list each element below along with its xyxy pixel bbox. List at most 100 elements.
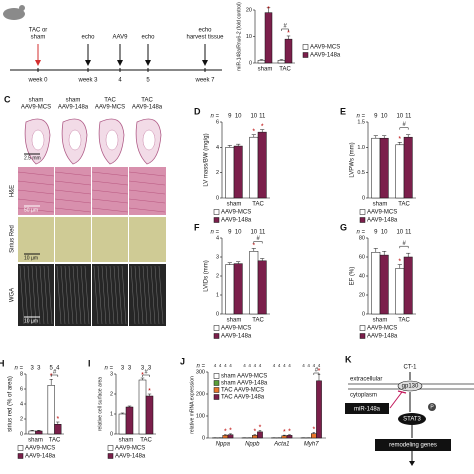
y-tick-label: 20 xyxy=(359,292,365,298)
y-tick-label: 3 xyxy=(216,254,219,260)
n-label: n = xyxy=(356,114,365,120)
n-value: 9 xyxy=(374,114,378,120)
he-fiber xyxy=(17,189,55,195)
bar xyxy=(264,12,273,64)
x-tick-label: sham xyxy=(373,318,388,324)
bar xyxy=(233,263,243,315)
n-value: 9 xyxy=(228,230,232,236)
x-tick-label: sham xyxy=(119,438,134,444)
n-value: 3 xyxy=(121,366,125,372)
ligand: CT-1 xyxy=(403,365,417,371)
y-tick-label: 80 xyxy=(359,235,365,241)
timeline-label: sham xyxy=(31,35,46,41)
legend-swatch xyxy=(107,445,114,451)
legend-label: sham AAV9-148a xyxy=(221,381,268,387)
wga-fiber xyxy=(150,265,156,325)
wga-fiber xyxy=(60,265,66,325)
ventricle xyxy=(31,129,45,151)
wga-fiber xyxy=(64,265,70,325)
n-value: 10 xyxy=(381,114,388,120)
significance: * xyxy=(261,123,264,130)
inhibitor: miR-148a xyxy=(354,407,381,413)
n-value: 3 xyxy=(148,366,152,372)
panel-letter: K xyxy=(345,354,352,364)
n-value: 9 xyxy=(374,230,378,236)
bar xyxy=(145,395,154,435)
wga-fiber xyxy=(93,265,99,325)
legend-label: AAV9-148a xyxy=(367,218,398,224)
wga-fiber xyxy=(134,265,140,325)
he-fiber xyxy=(54,171,92,177)
wga-fiber xyxy=(68,265,74,325)
bar xyxy=(28,430,36,435)
significance: * xyxy=(56,416,59,423)
legend-label: sham AAV9-MCS xyxy=(221,374,267,380)
bar xyxy=(54,424,62,435)
bar xyxy=(118,413,127,435)
he-fiber xyxy=(128,171,166,177)
y-tick-label: 0 xyxy=(216,311,219,317)
bracket-label: # xyxy=(144,370,148,376)
y-tick-label: 0.5 xyxy=(357,170,365,176)
y-axis-label: sirius red (% of area) xyxy=(8,376,14,432)
y-tick-label: 0 xyxy=(216,195,219,201)
legend-label: TAC AAV9-MCS xyxy=(221,388,264,394)
stat3 xyxy=(398,413,426,425)
bar xyxy=(222,435,229,439)
y-tick-label: 6 xyxy=(20,386,23,392)
significance: * xyxy=(229,428,232,435)
effector: STAT3 xyxy=(403,417,421,423)
significance: * xyxy=(398,258,401,265)
y-axis-label: LV mass/BW (mg/g) xyxy=(204,133,210,186)
timeline-label: echo xyxy=(81,35,95,41)
y-tick-label: 20 xyxy=(246,7,252,13)
bracket-label: # xyxy=(315,368,319,374)
n-label: n = xyxy=(14,366,23,372)
significance: * xyxy=(224,429,227,436)
y-tick-label: 1 xyxy=(110,411,113,417)
significance: * xyxy=(267,6,270,13)
wga-fiber xyxy=(19,265,25,325)
bar xyxy=(311,433,317,439)
legend-swatch xyxy=(213,333,220,339)
bar xyxy=(257,60,266,64)
he-fiber xyxy=(17,198,55,204)
n-value: 4 xyxy=(56,366,60,372)
bar xyxy=(281,435,288,439)
n-value: 4 xyxy=(273,363,276,368)
y-tick-label: 4 xyxy=(216,145,219,151)
y-tick-label: 2 xyxy=(110,391,113,397)
bracket-label: # xyxy=(256,236,260,242)
legend-swatch xyxy=(302,52,309,58)
y-tick-label: 0 xyxy=(202,435,205,441)
significance: * xyxy=(283,429,286,436)
n-value: 4 xyxy=(313,363,316,368)
wga-fiber xyxy=(158,265,164,325)
he-fiber xyxy=(91,180,129,186)
bar xyxy=(225,264,235,315)
legend-label: AAV9-148a xyxy=(25,454,56,460)
wga-fiber xyxy=(43,265,49,325)
n-value: 4 xyxy=(214,363,217,368)
legend-swatch xyxy=(359,325,366,331)
significance: * xyxy=(252,242,255,249)
n-value: 5 xyxy=(50,366,54,372)
arrowhead xyxy=(85,60,91,66)
legend-swatch xyxy=(213,209,220,215)
output: remodeling genes xyxy=(389,443,437,449)
row-label: Sirius Red xyxy=(10,225,16,253)
n-value: 4 xyxy=(288,363,291,368)
wga-fiber xyxy=(113,265,119,325)
x-tick-label: TAC xyxy=(49,438,61,444)
significance: * xyxy=(148,388,151,395)
row-label: WGA xyxy=(10,288,16,302)
significance: * xyxy=(252,129,255,136)
x-tick-label: Acta1 xyxy=(273,442,289,448)
he-fiber xyxy=(128,198,166,204)
significance: * xyxy=(288,429,291,436)
n-value: 10 xyxy=(250,114,257,120)
y-tick-label: 200 xyxy=(196,391,205,397)
wga-fiber xyxy=(121,265,127,325)
y-tick-label: 0 xyxy=(362,195,365,201)
wga-fiber xyxy=(109,265,115,325)
